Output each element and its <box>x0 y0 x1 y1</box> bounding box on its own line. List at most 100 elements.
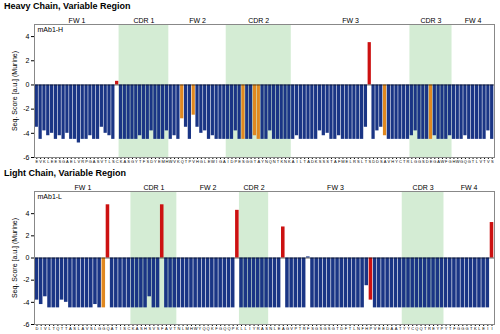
svg-text:T: T <box>139 159 142 164</box>
svg-text:L: L <box>245 326 248 331</box>
svg-text:S: S <box>112 159 115 164</box>
svg-text:I: I <box>216 159 217 164</box>
svg-text:V: V <box>479 159 482 164</box>
svg-text:T: T <box>303 159 306 164</box>
svg-text:FW 4: FW 4 <box>461 184 478 191</box>
svg-text:K: K <box>132 326 135 331</box>
svg-text:L: L <box>182 326 185 331</box>
svg-text:S: S <box>319 159 322 164</box>
svg-text:V: V <box>388 159 391 164</box>
svg-text:G: G <box>465 326 468 331</box>
svg-text:G: G <box>332 326 335 331</box>
svg-text:2: 2 <box>26 57 30 64</box>
svg-text:Q: Q <box>207 326 210 331</box>
svg-text:K: K <box>120 159 123 164</box>
svg-text:K: K <box>474 326 477 331</box>
svg-text:V: V <box>487 159 490 164</box>
svg-text:S: S <box>311 326 314 331</box>
svg-text:H: H <box>144 326 147 331</box>
svg-text:S: S <box>380 159 383 164</box>
svg-text:FW 2: FW 2 <box>200 184 217 191</box>
svg-text:E: E <box>482 326 485 331</box>
svg-text:T: T <box>483 159 486 164</box>
svg-text:A: A <box>69 326 72 331</box>
svg-text:T: T <box>424 326 427 331</box>
svg-text:T: T <box>65 326 68 331</box>
svg-text:V: V <box>173 159 176 164</box>
svg-text:I: I <box>491 326 492 331</box>
svg-text:E: E <box>432 326 435 331</box>
svg-text:L: L <box>94 326 97 331</box>
svg-text:E: E <box>55 159 58 164</box>
svg-text:L: L <box>240 326 243 331</box>
svg-text:T: T <box>299 326 302 331</box>
svg-text:Q: Q <box>464 159 467 164</box>
svg-text:G: G <box>219 326 222 331</box>
svg-text:A: A <box>223 159 226 164</box>
svg-text:G: G <box>98 326 101 331</box>
svg-text:V: V <box>44 326 47 331</box>
svg-text:V: V <box>78 159 81 164</box>
svg-text:G: G <box>62 159 65 164</box>
svg-text:D: D <box>311 159 314 164</box>
svg-text:T: T <box>349 326 352 331</box>
svg-text:G: G <box>315 326 318 331</box>
svg-text:A: A <box>123 159 126 164</box>
svg-text:A: A <box>261 326 264 331</box>
svg-text:S: S <box>148 326 151 331</box>
svg-text:L: L <box>74 159 77 164</box>
svg-text:A: A <box>334 159 337 164</box>
svg-text:K: K <box>315 159 318 164</box>
svg-text:E: E <box>378 326 381 331</box>
svg-text:V: V <box>86 326 89 331</box>
svg-text:T: T <box>449 326 452 331</box>
svg-text:S: S <box>58 159 61 164</box>
svg-text:P: P <box>294 326 297 331</box>
svg-text:S: S <box>127 159 130 164</box>
svg-text:G: G <box>89 159 92 164</box>
svg-text:E: E <box>278 326 281 331</box>
svg-text:P: P <box>85 159 88 164</box>
svg-text:-2: -2 <box>23 105 29 112</box>
svg-text:E: E <box>35 159 38 164</box>
svg-text:I: I <box>228 159 229 164</box>
svg-text:Q: Q <box>181 159 184 164</box>
svg-text:L: L <box>47 159 50 164</box>
svg-text:D: D <box>426 159 429 164</box>
svg-text:FW 3: FW 3 <box>342 17 359 24</box>
svg-text:I: I <box>487 326 488 331</box>
svg-text:mAb1-L: mAb1-L <box>38 193 63 200</box>
svg-text:K: K <box>177 159 180 164</box>
svg-text:P: P <box>232 326 235 331</box>
svg-text:T: T <box>61 326 64 331</box>
svg-text:Q: Q <box>223 326 226 331</box>
svg-text:4: 4 <box>26 210 30 217</box>
svg-text:T: T <box>403 159 406 164</box>
svg-text:N: N <box>177 326 180 331</box>
svg-text:L: L <box>274 326 277 331</box>
svg-text:T: T <box>277 159 280 164</box>
svg-text:S: S <box>322 159 325 164</box>
svg-text:0: 0 <box>26 81 30 88</box>
svg-text:R: R <box>353 159 356 164</box>
svg-text:D: D <box>150 159 153 164</box>
svg-text:A: A <box>292 159 295 164</box>
svg-text:V: V <box>290 326 293 331</box>
svg-text:L: L <box>300 159 303 164</box>
svg-text:FW 2: FW 2 <box>189 17 206 24</box>
svg-text:P: P <box>189 159 192 164</box>
svg-text:L: L <box>48 326 51 331</box>
svg-text:E: E <box>238 159 241 164</box>
svg-text:A: A <box>395 326 398 331</box>
svg-text:G: G <box>200 159 203 164</box>
svg-text:D: D <box>36 326 39 331</box>
svg-text:N: N <box>269 326 272 331</box>
svg-text:P: P <box>441 326 444 331</box>
svg-text:-6: -6 <box>23 154 29 161</box>
svg-text:mAb1-H: mAb1-H <box>38 26 64 33</box>
svg-text:D: D <box>386 326 389 331</box>
svg-text:G: G <box>131 159 134 164</box>
svg-text:L: L <box>361 159 364 164</box>
svg-text:W: W <box>194 326 198 331</box>
svg-text:CDR 1: CDR 1 <box>143 184 164 191</box>
